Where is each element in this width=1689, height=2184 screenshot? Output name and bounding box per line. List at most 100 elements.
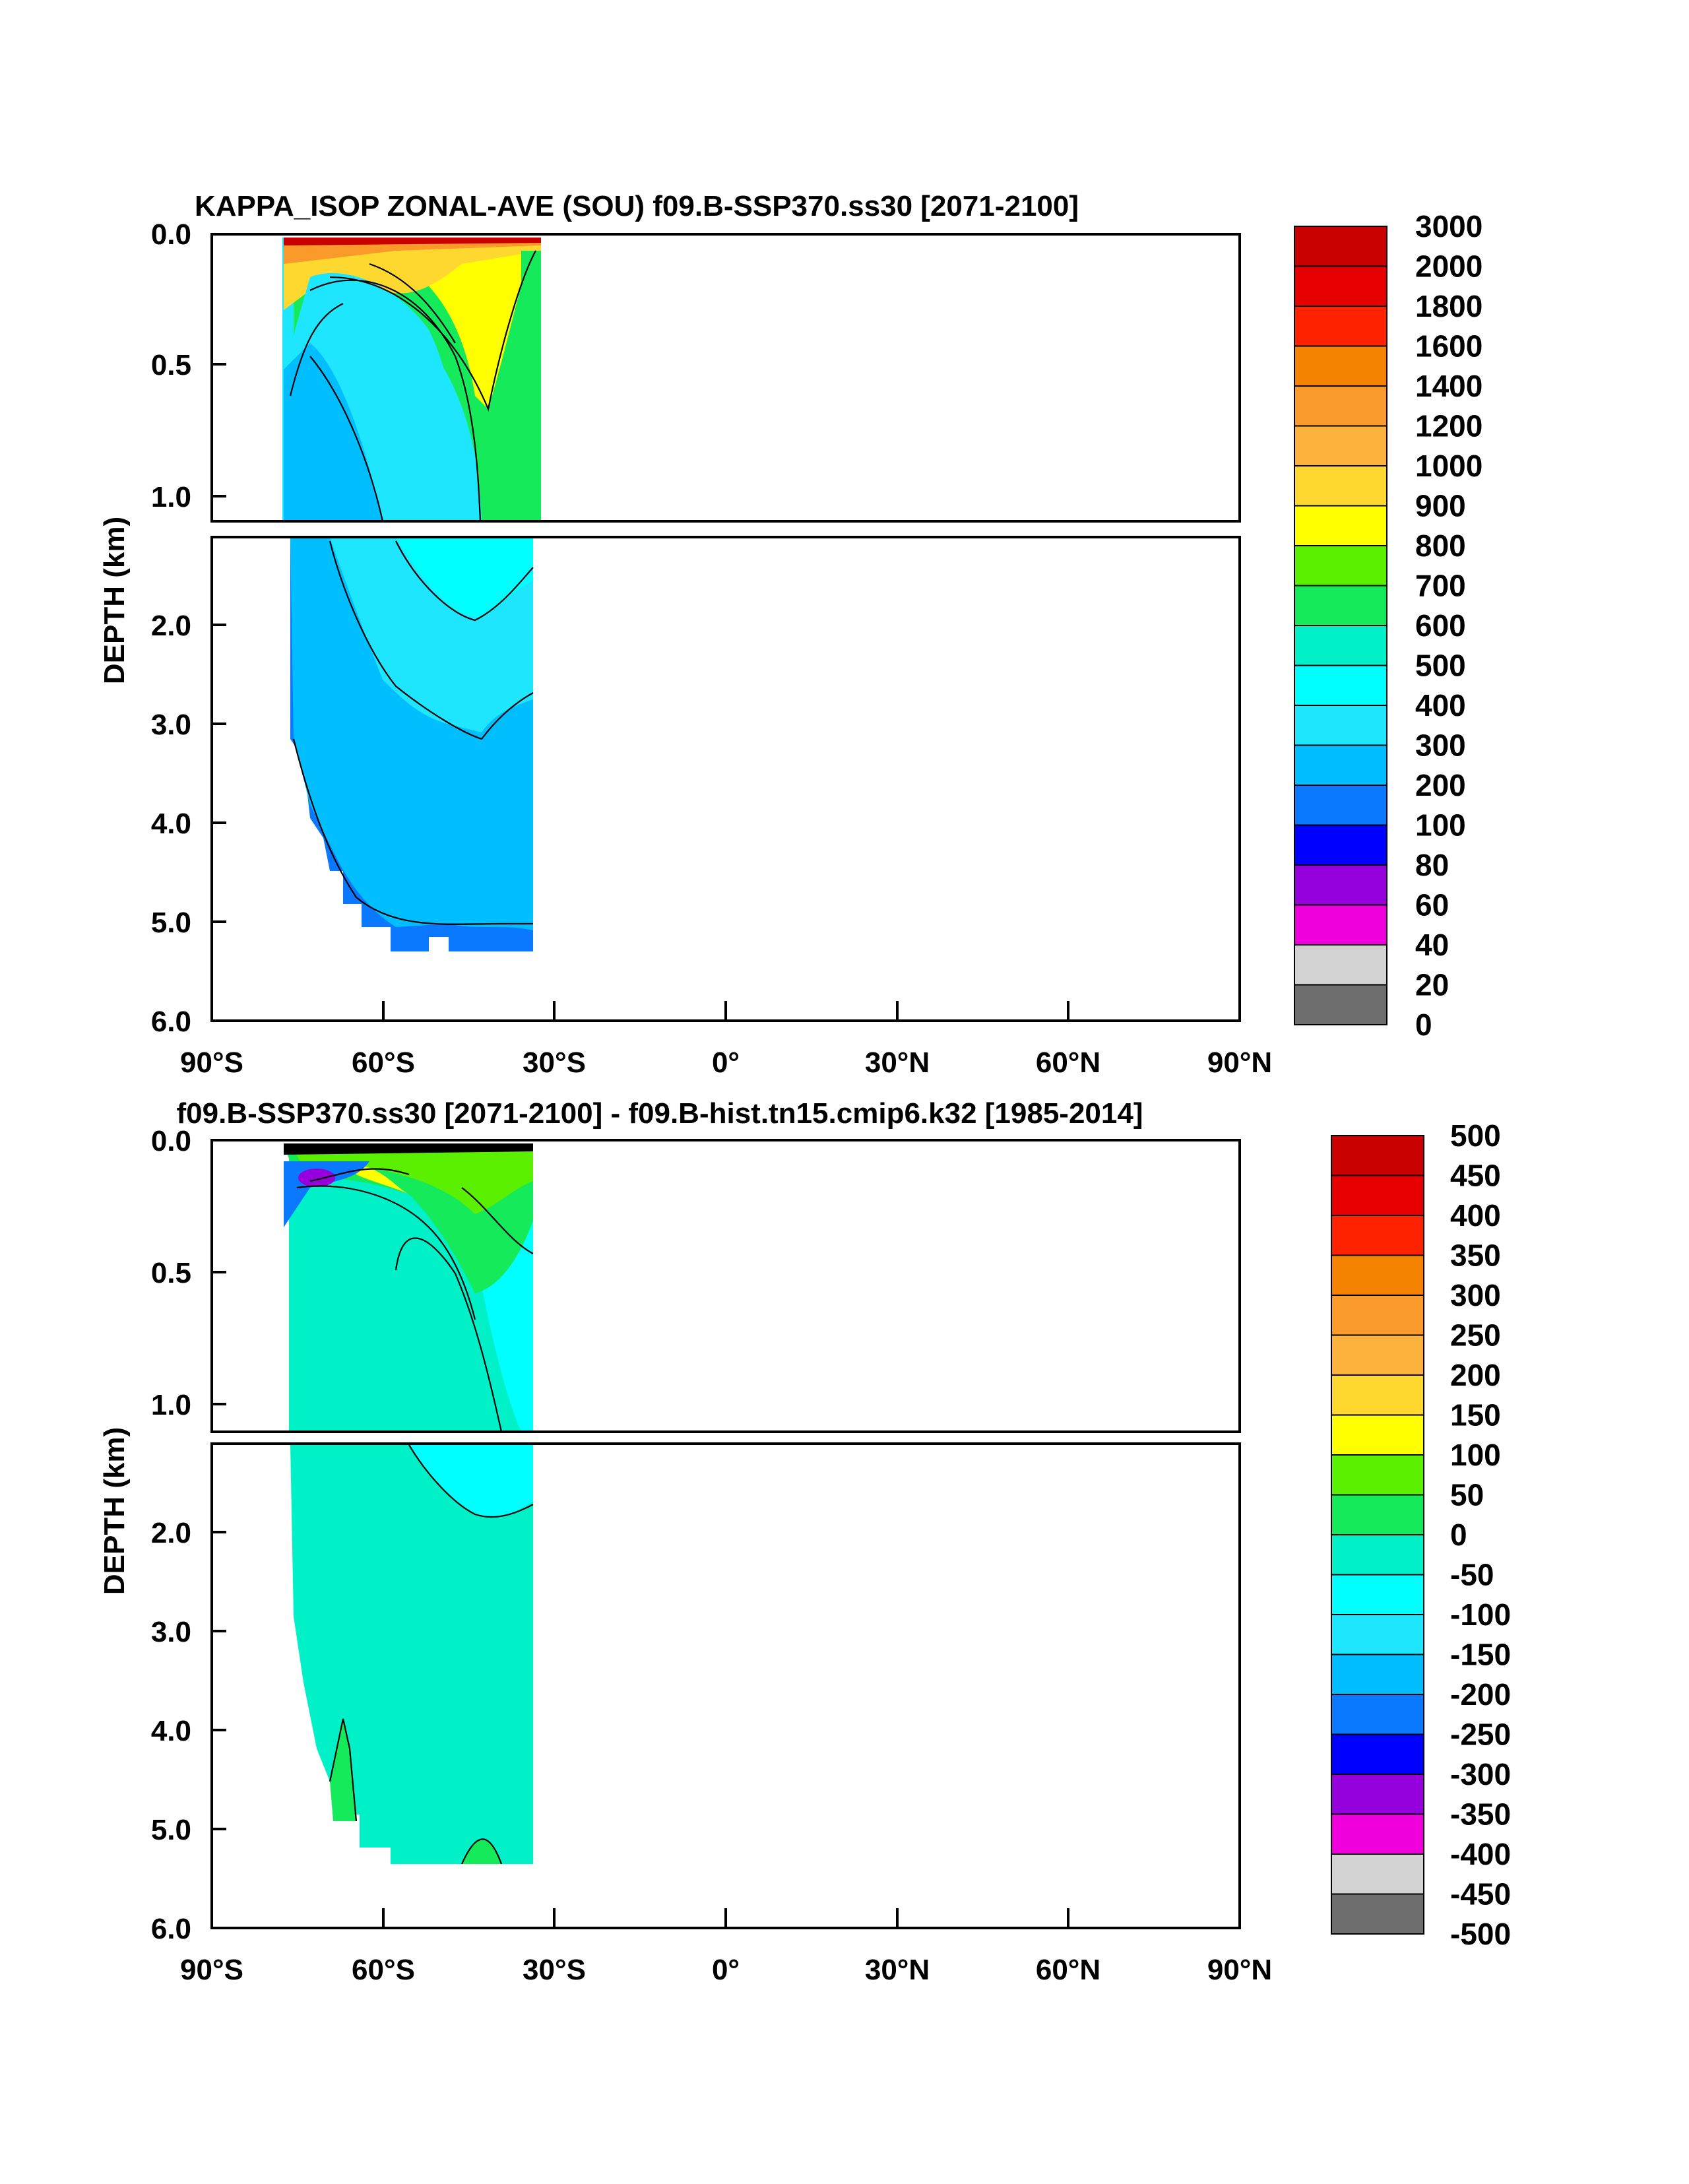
- plot-1-xtick-0: 90°S: [180, 1046, 243, 1079]
- cb2-swatch-16: [1331, 1774, 1424, 1815]
- cb1-label-8: 800: [1415, 529, 1466, 563]
- plot-2-xtick-5: 60°N: [1036, 1954, 1100, 1986]
- cb1-label-5: 1200: [1415, 409, 1482, 443]
- plot-1-y-axis: 0.0 0.5 1.0 2.0 3.0 4.0 5.0 6.0 DEPTH (k…: [98, 218, 226, 1038]
- cb1-label-4: 1400: [1415, 369, 1482, 403]
- plot-1: KAPPA_ISOP ZONAL-AVE (SOU) f09.B-SSP370.…: [98, 190, 1482, 1079]
- plot-2-ytick-2: 1.0: [151, 1389, 191, 1421]
- plot-1-colorbar: 3000200018001600140012001000900800700600…: [1294, 209, 1482, 1042]
- cb2-swatch-12: [1331, 1614, 1424, 1655]
- cb1-label-20: 0: [1415, 1008, 1432, 1042]
- cb1-label-13: 300: [1415, 728, 1466, 763]
- plot-2-ytick-0: 0.0: [151, 1125, 191, 1157]
- cb2-label-5: 250: [1450, 1318, 1501, 1353]
- cb1-swatch-11: [1294, 664, 1387, 706]
- plot-2-xtick-3: 0°: [712, 1954, 740, 1986]
- plot-2-xtick-1: 60°S: [352, 1954, 415, 1986]
- cb2-swatch-11: [1331, 1574, 1424, 1615]
- cb2-swatch-8: [1331, 1454, 1424, 1496]
- cb1-label-1: 2000: [1415, 249, 1482, 284]
- cb2-label-16: -300: [1450, 1757, 1511, 1791]
- cb1-label-15: 100: [1415, 808, 1466, 843]
- plot-1-lower-fill: [290, 538, 533, 951]
- plot-2-xtick-6: 90°N: [1207, 1954, 1272, 1986]
- plot-2-colorbar: 500450400350300250200150100500-50-100-15…: [1331, 1118, 1511, 1951]
- plot-1-xtick-2: 30°S: [523, 1046, 586, 1079]
- cb2-label-1: 450: [1450, 1159, 1501, 1193]
- cb1-label-11: 500: [1415, 649, 1466, 683]
- cb2-swatch-17: [1331, 1813, 1424, 1855]
- plot-2-x-axis: 90°S 60°S 30°S 0° 30°N 60°N 90°N: [180, 1908, 1272, 1986]
- cb1-swatch-15: [1294, 824, 1387, 866]
- plot-1-ylabel: DEPTH (km): [98, 517, 131, 684]
- cb1-label-10: 600: [1415, 608, 1466, 643]
- plot-2-lower-fill: [290, 1445, 533, 1864]
- cb2-label-7: 150: [1450, 1398, 1501, 1432]
- cb2-swatch-10: [1331, 1534, 1424, 1576]
- cb2-swatch-4: [1331, 1295, 1424, 1336]
- plot-2-ytick-3: 2.0: [151, 1517, 191, 1549]
- cb2-swatch-3: [1331, 1254, 1424, 1296]
- cb1-label-14: 200: [1415, 768, 1466, 802]
- cb2-label-14: -200: [1450, 1677, 1511, 1712]
- cb1-swatch-0: [1294, 226, 1387, 267]
- cb1-label-6: 1000: [1415, 449, 1482, 483]
- plot-1-xtick-1: 60°S: [352, 1046, 415, 1079]
- cb2-swatch-15: [1331, 1733, 1424, 1775]
- cb2-label-10: 0: [1450, 1518, 1467, 1552]
- plot-2-xtick-4: 30°N: [865, 1954, 930, 1986]
- cb2-swatch-14: [1331, 1694, 1424, 1735]
- cb2-label-12: -100: [1450, 1597, 1511, 1632]
- cb1-label-16: 80: [1415, 848, 1449, 882]
- cb1-swatch-16: [1294, 864, 1387, 906]
- cb2-label-0: 500: [1450, 1118, 1501, 1153]
- plot-1-xtick-5: 60°N: [1036, 1046, 1100, 1079]
- plot-1-xtick-4: 30°N: [865, 1046, 930, 1079]
- cb2-swatch-6: [1331, 1374, 1424, 1416]
- cb1-swatch-14: [1294, 785, 1387, 826]
- plot-1-title: KAPPA_ISOP ZONAL-AVE (SOU) f09.B-SSP370.…: [195, 190, 1079, 222]
- cb1-swatch-13: [1294, 744, 1387, 786]
- plot-1-ytick-6: 5.0: [151, 907, 191, 939]
- plot-1-ytick-7: 6.0: [151, 1006, 191, 1038]
- cb2-label-6: 200: [1450, 1358, 1501, 1392]
- plot-2-upper-fill: [284, 1143, 533, 1432]
- plot-2-title: f09.B-SSP370.ss30 [2071-2100] - f09.B-hi…: [177, 1097, 1143, 1130]
- cb1-swatch-1: [1294, 265, 1387, 307]
- plot-1-upper-fill: [282, 238, 541, 521]
- cb1-label-3: 1600: [1415, 329, 1482, 364]
- plot-2-xtick-0: 90°S: [180, 1954, 243, 1986]
- cb2-label-8: 100: [1450, 1438, 1501, 1472]
- cb2-swatch-2: [1331, 1215, 1424, 1256]
- cb2-label-17: -350: [1450, 1797, 1511, 1832]
- plot-1-xtick-6: 90°N: [1207, 1046, 1272, 1079]
- cb1-swatch-18: [1294, 944, 1387, 986]
- plot-2-ytick-5: 4.0: [151, 1715, 191, 1747]
- plot-2-upper-frame: [210, 1139, 1241, 1433]
- cb1-swatch-10: [1294, 625, 1387, 666]
- cb2-label-4: 300: [1450, 1278, 1501, 1312]
- plot-2: f09.B-SSP370.ss30 [2071-2100] - f09.B-hi…: [98, 1097, 1511, 1986]
- plot-2-xtick-2: 30°S: [523, 1954, 586, 1986]
- cb1-swatch-5: [1294, 425, 1387, 466]
- plot-1-upper-contours: [289, 250, 536, 522]
- cb1-label-12: 400: [1415, 688, 1466, 723]
- cb1-label-18: 40: [1415, 928, 1449, 962]
- cb2-swatch-9: [1331, 1494, 1424, 1535]
- cb1-label-17: 60: [1415, 888, 1449, 922]
- cb1-label-7: 900: [1415, 489, 1466, 523]
- cb2-label-9: 50: [1450, 1478, 1484, 1512]
- cb2-swatch-19: [1331, 1893, 1424, 1935]
- plot-1-ytick-1: 0.5: [151, 349, 191, 381]
- cb1-swatch-9: [1294, 585, 1387, 626]
- cb1-swatch-3: [1294, 345, 1387, 387]
- cb2-label-18: -400: [1450, 1837, 1511, 1871]
- cb1-swatch-4: [1294, 385, 1387, 427]
- cb2-label-3: 350: [1450, 1238, 1501, 1273]
- plot-1-ytick-0: 0.0: [151, 218, 191, 251]
- cb1-label-2: 1800: [1415, 289, 1482, 323]
- cb2-swatch-0: [1331, 1135, 1424, 1176]
- plot-2-lower-contours: [329, 1444, 534, 1865]
- plot-1-ytick-5: 4.0: [151, 808, 191, 840]
